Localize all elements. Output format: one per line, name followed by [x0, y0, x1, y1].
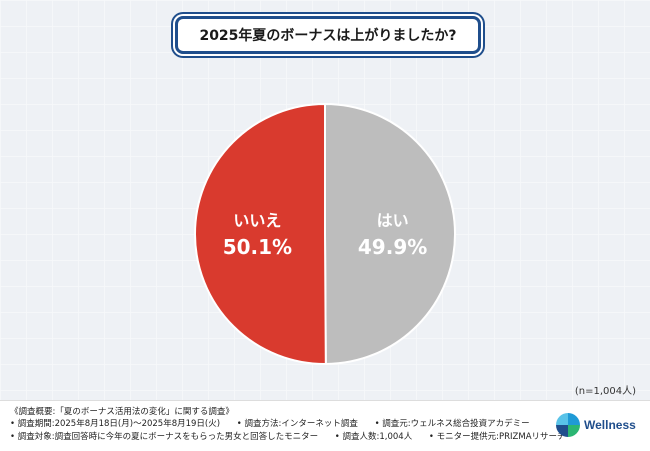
- slice-value-1: 50.1%: [223, 235, 292, 259]
- survey-notes: 《調査概要:「夏のボーナス活用法の変化」に関する調査》 • 調査期間:2025年…: [10, 406, 580, 443]
- survey-count: • 調査人数:1,004人: [334, 431, 413, 442]
- logo-mark-icon: [556, 413, 580, 437]
- survey-source: • 調査元:ウェルネス総合投資アカデミー: [374, 419, 530, 430]
- pie-slice-1: [193, 102, 327, 365]
- pie-chart: はい 49.9% いいえ 50.1%: [193, 102, 456, 366]
- slice-value-0: 49.9%: [358, 235, 427, 259]
- survey-summary: 《調査概要:「夏のボーナス活用法の変化」に関する調査》: [10, 407, 234, 417]
- logo-text: Wellness: [584, 418, 636, 432]
- pie-slice-0: [324, 102, 456, 366]
- chart-title: 2025年夏のボーナスは上がりましたか?: [175, 16, 481, 54]
- slice-label-1: いいえ: [233, 211, 281, 230]
- survey-provider: • モニター提供元:PRIZMAリサーチ: [428, 431, 566, 442]
- sample-size-note: (n=1,004人): [574, 386, 636, 397]
- slice-label-0: はい: [377, 211, 409, 230]
- survey-target: • 調査対象:調査回答時に今年の夏にボーナスをもらった男女と回答したモニター: [10, 431, 319, 442]
- survey-footer: [0, 400, 650, 451]
- survey-period: • 調査期間:2025年8月18日(月)〜2025年8月19日(火): [10, 419, 221, 430]
- survey-method: • 調査方法:インターネット調査: [236, 419, 358, 430]
- wellness-logo: Wellness: [556, 410, 640, 440]
